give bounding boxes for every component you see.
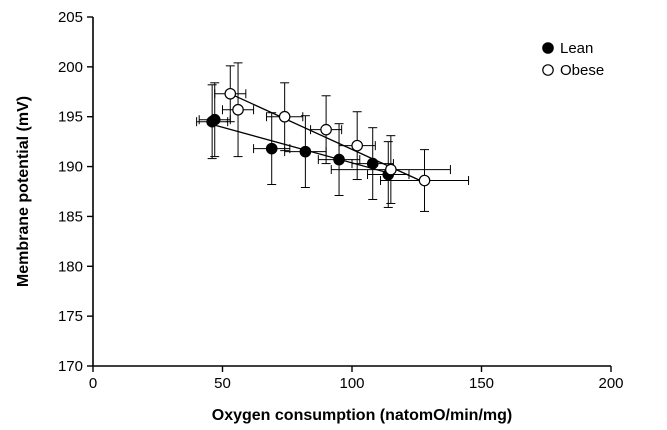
- x-tick-label: 150: [469, 375, 494, 392]
- lean-trendline: [209, 123, 392, 175]
- lean-point: [366, 157, 379, 170]
- legend-label-obese: Obese: [560, 62, 604, 79]
- obese-point: [320, 123, 332, 136]
- lean-point: [299, 145, 312, 158]
- obese-point: [232, 103, 244, 116]
- lean-point: [208, 113, 221, 126]
- y-tick-label: 180: [58, 258, 83, 275]
- obese-point: [385, 163, 397, 176]
- x-tick-label: 50: [214, 375, 231, 392]
- legend-label-lean: Lean: [560, 40, 593, 57]
- data-points: [206, 87, 431, 187]
- y-tick-label: 190: [58, 159, 83, 176]
- legend-marker-lean: [542, 42, 554, 54]
- legend: Lean Obese: [542, 40, 604, 79]
- obese-point: [351, 139, 363, 152]
- x-tick-label: 200: [598, 375, 623, 392]
- axes: 170 175 180 185 190 195 200 205 0 50 100 150 200: [58, 9, 624, 392]
- x-tick-label: 100: [339, 375, 364, 392]
- y-tick-label: 175: [58, 308, 83, 325]
- y-tick-label: 195: [58, 109, 83, 126]
- error-bars: [196, 62, 470, 212]
- y-tick-label: 205: [58, 9, 83, 26]
- x-tick-label: 0: [89, 375, 97, 392]
- lean-point: [333, 153, 345, 166]
- obese-point: [278, 110, 291, 123]
- legend-marker-obese: [542, 64, 554, 76]
- lean-point: [265, 142, 278, 155]
- y-axis-label: Membrane potential (mV): [15, 96, 32, 287]
- obese-point: [224, 87, 237, 100]
- x-axis-label: Oxygen consumption (natomO/min/mg): [212, 407, 512, 424]
- y-tick-label: 200: [58, 59, 83, 76]
- y-tick-label: 170: [58, 358, 83, 375]
- y-tick-label: 185: [58, 208, 83, 225]
- obese-point: [418, 174, 431, 187]
